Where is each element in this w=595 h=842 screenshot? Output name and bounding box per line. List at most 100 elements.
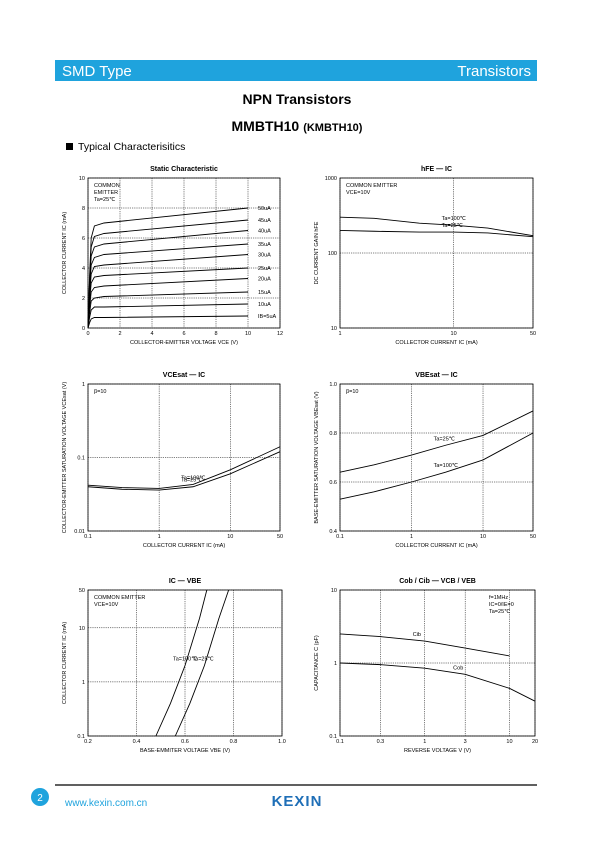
section-title: Typical Characterisitics: [78, 141, 185, 153]
x-axis-label: COLLECTOR-EMITTER VOLTAGE VCE (V): [130, 340, 238, 346]
series-line: [155, 589, 208, 737]
y-tick-label: 0.01: [74, 529, 85, 535]
y-tick-label: 8: [82, 206, 85, 212]
chart-title: VCEsat — IC: [163, 372, 205, 379]
part: MMBTH10: [232, 118, 300, 134]
header-bar: [55, 60, 537, 81]
y-tick-label: 10: [79, 626, 85, 632]
x-axis-label: BASE-EMMITER VOLTAGE VBE (V): [140, 748, 230, 754]
annotation: β=10: [346, 389, 359, 395]
series-label: 25uA: [258, 266, 271, 272]
x-tick-label: 2: [118, 331, 121, 337]
y-axis-label: COLLECTOR-EMITTER SATURATION VOLTAGE VCE…: [62, 382, 68, 534]
x-tick-label: 3: [464, 739, 467, 745]
x-tick-label: 0.3: [377, 739, 385, 745]
x-tick-label: 10: [227, 534, 233, 540]
x-axis-label: REVERSE VOLTAGE V (V): [404, 748, 471, 754]
annotation: Ta=25℃: [94, 197, 116, 203]
x-axis-label: COLLECTOR CURRENT IC (mA): [395, 340, 477, 346]
y-tick-label: 0.1: [77, 456, 85, 462]
series-label: Ta=25℃: [181, 478, 203, 484]
annotation: COMMON: [94, 183, 120, 189]
series-line: [339, 432, 534, 500]
chart-title: VBEsat — IC: [415, 372, 457, 379]
y-tick-label: 100: [328, 251, 337, 257]
series-line: [87, 278, 249, 329]
series-line: [339, 410, 534, 473]
x-tick-label: 10: [245, 331, 251, 337]
y-axis-label: BASE-EMITTER SATURATION VOLTAGE VBEsat (…: [314, 391, 320, 523]
doc-title: NPN Transistors: [243, 91, 352, 107]
x-axis-label: COLLECTOR CURRENT IC (mA): [143, 543, 225, 549]
annotation: β=10: [94, 389, 107, 395]
series-label: 45uA: [258, 218, 271, 224]
annotation: EMITTER: [94, 190, 118, 196]
x-tick-label: 0.1: [336, 739, 344, 745]
header-right: Transistors: [457, 63, 531, 80]
chart-title: Static Characteristic: [150, 166, 218, 173]
x-tick-label: 50: [277, 534, 283, 540]
y-tick-label: 4: [82, 266, 85, 272]
series-label: 15uA: [258, 290, 271, 296]
x-tick-label: 10: [451, 331, 457, 337]
x-tick-label: 0.2: [84, 739, 92, 745]
series-line: [87, 446, 281, 489]
series-label: 20uA: [258, 277, 271, 283]
series-line: [339, 633, 510, 657]
x-tick-label: 0: [86, 331, 89, 337]
annotation: Ta=25℃: [489, 609, 511, 615]
series-label: Ta=100℃: [442, 216, 467, 222]
x-tick-label: 1: [158, 534, 161, 540]
y-tick-label: 10: [331, 588, 337, 594]
x-tick-label: 1: [423, 739, 426, 745]
annotation: VCE=10V: [94, 602, 119, 608]
y-axis-label: CAPACITANCE C (pF): [314, 635, 320, 691]
footer-url: www.kexin.com.cn: [64, 798, 147, 809]
series-line: [87, 303, 249, 329]
series-label: Ta=100℃: [181, 475, 206, 481]
page-badge: [31, 788, 49, 806]
y-tick-label: 0: [82, 326, 85, 332]
x-tick-label: 1: [338, 331, 341, 337]
series-line: [87, 291, 249, 329]
series-line: [87, 219, 249, 329]
series-line: [87, 230, 249, 329]
x-tick-label: 50: [530, 534, 536, 540]
y-tick-label: 0.6: [329, 480, 337, 486]
series-label: Ta=25℃: [442, 223, 464, 229]
y-tick-label: 10: [331, 326, 337, 332]
x-tick-label: 10: [506, 739, 512, 745]
x-tick-label: 1.0: [278, 739, 286, 745]
series-line: [339, 662, 536, 702]
x-tick-label: 20: [532, 739, 538, 745]
y-tick-label: 50: [79, 588, 85, 594]
part-line: MMBTH10 (KMBTH10): [232, 118, 363, 134]
series-label: Cib: [413, 632, 421, 638]
x-tick-label: 8: [214, 331, 217, 337]
x-tick-label: 0.6: [181, 739, 189, 745]
chart-title: hFE — IC: [421, 166, 452, 173]
footer-logo: KEXIN: [272, 793, 323, 810]
x-tick-label: 0.1: [336, 534, 344, 540]
y-tick-label: 1: [82, 382, 85, 388]
y-tick-label: 1000: [325, 176, 337, 182]
annotation: VCE=10V: [346, 190, 371, 196]
plot-frame: [87, 383, 281, 532]
x-axis-label: COLLECTOR CURRENT IC (mA): [395, 543, 477, 549]
y-tick-label: 0.1: [329, 734, 337, 740]
annotation: f=1MHz: [489, 595, 508, 601]
y-tick-label: 0.1: [77, 734, 85, 740]
y-tick-label: 0.8: [329, 431, 337, 437]
x-tick-label: 0.1: [84, 534, 92, 540]
plot-frame: [339, 383, 534, 532]
y-tick-label: 0.4: [329, 529, 337, 535]
x-tick-label: 50: [530, 331, 536, 337]
plot-frame: [87, 177, 281, 329]
header-left: SMD Type: [62, 63, 132, 80]
series-label: Ta=25℃: [434, 436, 456, 442]
series-line: [339, 229, 534, 238]
x-tick-label: 6: [182, 331, 185, 337]
chart-title: Cob / Cib — VCB / VEB: [399, 578, 476, 585]
series-label: 35uA: [258, 242, 271, 248]
